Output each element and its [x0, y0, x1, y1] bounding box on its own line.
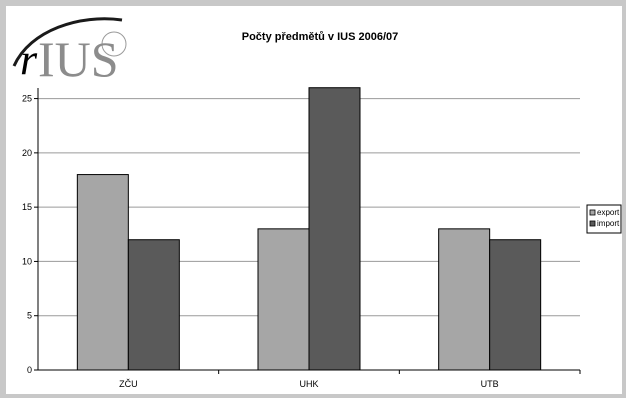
legend-swatch-export: [589, 209, 596, 216]
y-tick-label: 0: [27, 365, 32, 375]
logo-circle: [101, 31, 127, 57]
y-tick-label: 20: [22, 148, 32, 158]
legend-swatch-import: [589, 220, 596, 227]
y-tick-label: 5: [27, 311, 32, 321]
bar-export-0: [76, 174, 129, 371]
bar-import-1: [308, 87, 361, 371]
legend-label-import: import: [597, 219, 620, 228]
legend-label-export: export: [597, 208, 620, 217]
x-tick-label: UTB: [481, 379, 499, 389]
axis-layer: 0 5 10 15 20 25 ZČU UHK UTB: [22, 88, 581, 389]
legend-box: [586, 204, 622, 234]
logo-letters-ius: IUS: [38, 31, 119, 87]
bar-export-1: [257, 228, 310, 371]
chart-title: Počty předmětů v IUS 2006/07: [242, 31, 399, 43]
logo-swoosh: [12, 17, 123, 67]
legend: export import: [586, 204, 622, 234]
logo-letter-r: r: [20, 35, 38, 84]
bar-import-0: [127, 239, 180, 371]
bar-import-2: [489, 239, 542, 371]
bar-layer: [76, 87, 542, 371]
x-tick-label: UHK: [299, 379, 318, 389]
bar-export-2: [438, 228, 491, 371]
ius-logo: r IUS: [12, 17, 127, 87]
y-tick-label: 10: [22, 256, 32, 266]
y-tick-label: 25: [22, 94, 32, 104]
x-tick-label: ZČU: [119, 379, 138, 389]
y-tick-label: 15: [22, 202, 32, 212]
